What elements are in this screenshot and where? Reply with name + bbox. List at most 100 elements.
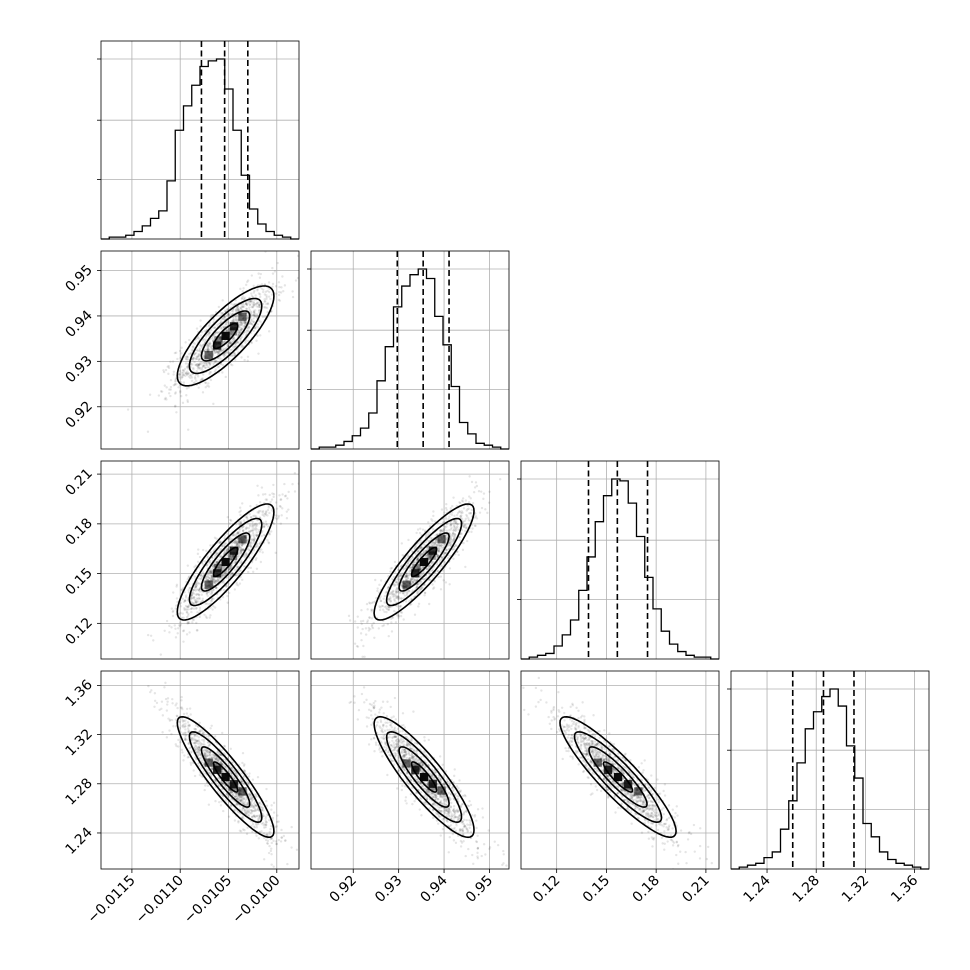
scatter-point [227, 313, 230, 317]
scatter-point [199, 378, 203, 381]
scatter-point [169, 385, 173, 389]
scatter-point [486, 511, 489, 515]
scatter-point [206, 348, 210, 352]
scatter-point [200, 345, 203, 348]
scatter-point [240, 356, 243, 359]
scatter-point [205, 348, 208, 351]
scatter-point [246, 279, 250, 282]
scatter-point [255, 339, 258, 342]
scatter-point [197, 725, 200, 728]
scatter-point [264, 511, 268, 514]
scatter-point [259, 801, 262, 804]
scatter-point [185, 355, 189, 358]
scatter-point [174, 379, 177, 382]
scatter-point [217, 753, 221, 756]
scatter-point [421, 552, 425, 556]
scatter-point [225, 351, 228, 355]
scatter-point [240, 797, 243, 801]
scatter-point [234, 574, 238, 577]
scatter-point [255, 567, 259, 570]
scatter-point [462, 507, 466, 510]
scatter-point [189, 607, 193, 611]
scatter-point [414, 587, 417, 590]
scatter-point [198, 366, 201, 370]
density-bin [412, 564, 421, 573]
scatter-point [194, 607, 198, 610]
scatter-point [225, 314, 229, 318]
scatter-point [214, 359, 218, 362]
scatter-point [195, 734, 199, 738]
scatter-point [176, 706, 179, 710]
scatter-point [202, 361, 206, 365]
scatter-point [268, 533, 272, 536]
scatter-point [204, 335, 208, 338]
scatter-point [416, 566, 419, 570]
scatter-point [397, 568, 400, 572]
scatter-point [187, 742, 190, 746]
scatter-point [213, 349, 216, 352]
scatter-point [255, 531, 259, 534]
scatter-point [275, 507, 279, 510]
scatter-point [258, 303, 261, 307]
scatter-point [193, 738, 196, 742]
scatter-point [419, 554, 422, 557]
scatter-point [208, 372, 211, 376]
scatter-point [197, 742, 200, 746]
scatter-point [236, 531, 239, 534]
scatter-point [427, 571, 431, 575]
scatter-point [252, 320, 255, 324]
scatter-point [211, 577, 215, 581]
scatter-point [461, 497, 465, 500]
density-bin [238, 535, 247, 544]
scatter-point [187, 375, 191, 378]
scatter-point [174, 377, 178, 381]
scatter-point [425, 549, 428, 552]
scatter-point [267, 851, 271, 855]
scatter-point [220, 554, 223, 558]
scatter-point [251, 822, 255, 826]
scatter-point [256, 289, 259, 292]
scatter-point [228, 538, 231, 541]
scatter-point [163, 686, 166, 689]
scatter-point [464, 523, 467, 527]
scatter-point [238, 543, 241, 547]
scatter-point [233, 352, 237, 355]
scatter-point [227, 545, 231, 549]
scatter-point [409, 578, 412, 581]
scatter-point [400, 596, 403, 600]
scatter-point [264, 838, 268, 842]
scatter-point [192, 366, 195, 370]
scatter-point [208, 750, 211, 753]
scatter-point [254, 545, 258, 549]
scatter-point [194, 727, 197, 731]
scatter-point [452, 531, 455, 535]
scatter-point [235, 542, 238, 546]
scatter-point [192, 592, 196, 595]
scatter-point [177, 738, 180, 742]
scatter-point [379, 599, 383, 603]
scatter-point [408, 559, 411, 563]
scatter-point [272, 483, 275, 487]
scatter-point [411, 555, 414, 559]
scatter-point [438, 547, 441, 550]
scatter-point [280, 836, 283, 839]
scatter-point [451, 532, 455, 536]
scatter-point [187, 575, 191, 578]
scatter-point [227, 344, 230, 348]
scatter-point [182, 368, 185, 372]
scatter-point [430, 518, 433, 521]
scatter-point [203, 366, 207, 369]
scatter-point [195, 600, 199, 603]
scatter-point [250, 322, 253, 326]
scatter-point [239, 509, 242, 513]
scatter-point [206, 349, 209, 352]
scatter-point [215, 586, 218, 589]
scatter-point [161, 731, 164, 734]
scatter-point [249, 795, 253, 799]
contour-level-1 [398, 532, 450, 592]
scatter-point [186, 399, 189, 402]
scatter-point [436, 569, 440, 573]
scatter-point [217, 566, 220, 569]
scatter-point [410, 597, 413, 601]
scatter-point [218, 564, 221, 567]
